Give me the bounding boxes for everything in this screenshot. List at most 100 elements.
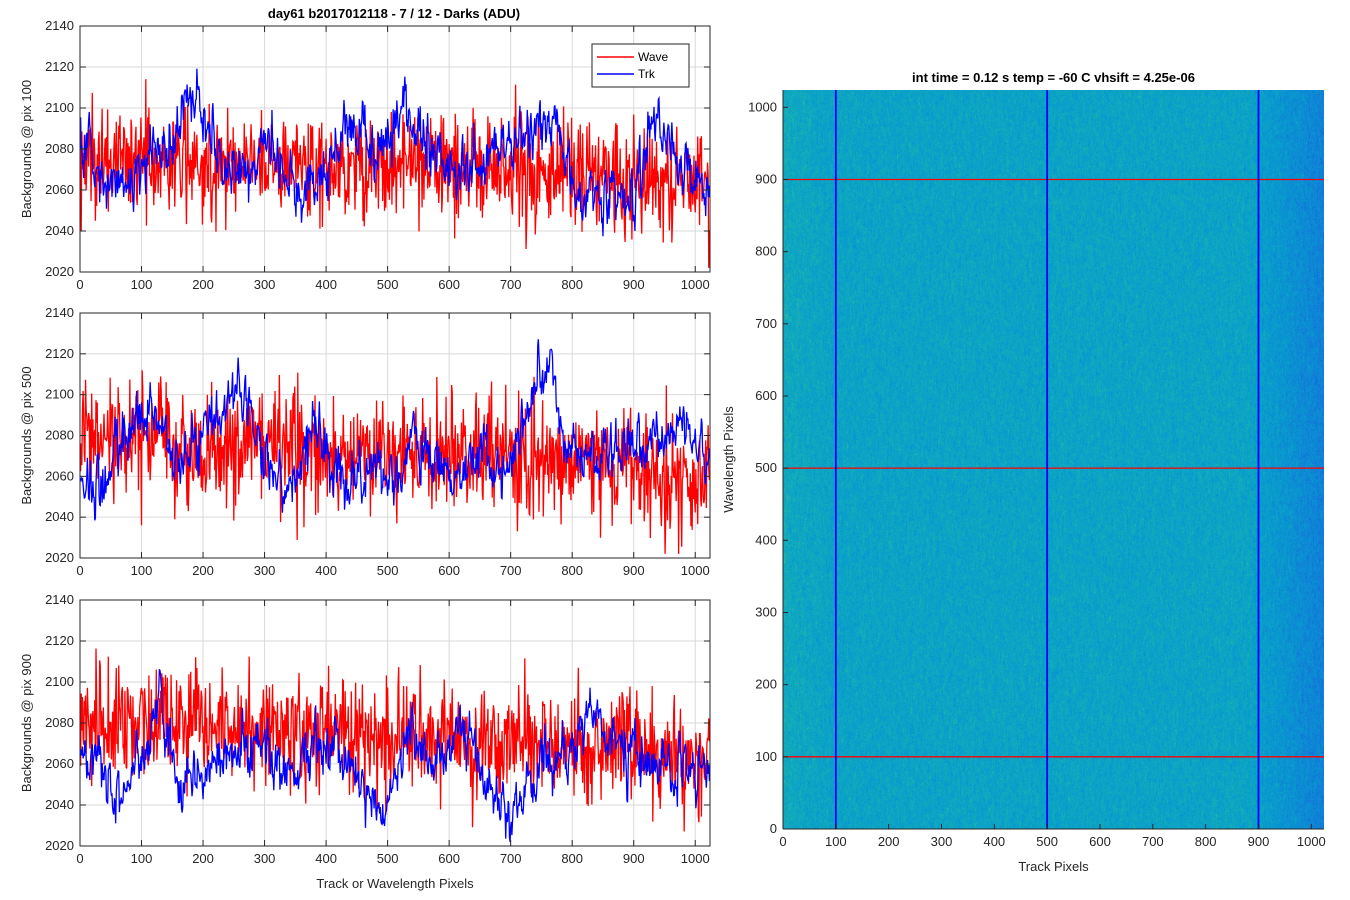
x-tick-label: 600 (1089, 834, 1111, 849)
y-tick-label: 2080 (45, 715, 74, 730)
y-tick-label: 100 (755, 749, 777, 764)
x-tick-label: 200 (192, 851, 214, 866)
x-axis-label: Track or Wavelength Pixels (316, 876, 474, 891)
x-axis-label: Track Pixels (1018, 859, 1089, 874)
y-tick-label: 300 (755, 604, 777, 619)
x-tick-label: 800 (561, 277, 583, 292)
ticks: 0 100 200 300 400 500 600 700 800 900 1000 2020 2040… (45, 18, 710, 292)
y-tick-label: 200 (755, 677, 777, 692)
y-tick-label: 2120 (45, 346, 74, 361)
heatmap-canvas (783, 90, 1324, 829)
y-tick-label: 2080 (45, 141, 74, 156)
y-tick-label: 2060 (45, 468, 74, 483)
x-tick-label: 400 (315, 277, 337, 292)
ticks: 0 100 200 300 400 500 600 700 800 900 1000 0 100 200 3… (748, 99, 1326, 849)
x-tick-label: 400 (983, 834, 1005, 849)
legend-label-trk: Trk (638, 67, 656, 81)
y-tick-label: 1000 (748, 99, 777, 114)
y-axis-label: Wavelength Pixels (721, 406, 736, 513)
y-axis-label: Backgrounds @ pix 500 (19, 366, 34, 504)
y-tick-label: 2020 (45, 838, 74, 853)
y-tick-label: 700 (755, 316, 777, 331)
y-tick-label: 2040 (45, 223, 74, 238)
x-tick-label: 600 (438, 277, 460, 292)
x-tick-label: 400 (315, 851, 337, 866)
x-tick-label: 800 (1195, 834, 1217, 849)
x-tick-label: 500 (1036, 834, 1058, 849)
y-tick-label: 2140 (45, 305, 74, 320)
y-tick-label: 2080 (45, 428, 74, 443)
series-line-wave (80, 79, 710, 268)
x-tick-label: 300 (254, 277, 276, 292)
y-tick-label: 2100 (45, 100, 74, 115)
x-tick-label: 900 (623, 851, 645, 866)
line-plot-pix-500: 0 100 200 300 400 500 600 700 800 900 1000 2020 2040… (19, 305, 711, 578)
y-tick-label: 0 (770, 821, 777, 836)
series-line-trk (80, 668, 710, 842)
legend-box (591, 43, 690, 88)
y-tick-label: 600 (755, 388, 777, 403)
x-tick-label: 200 (192, 563, 214, 578)
y-tick-label: 2060 (45, 756, 74, 771)
x-tick-label: 500 (377, 851, 399, 866)
x-tick-label: 1000 (681, 563, 710, 578)
x-tick-label: 700 (500, 851, 522, 866)
ticks: 0 100 200 300 400 500 600 700 800 900 1000 2020 2040… (45, 592, 710, 866)
x-tick-label: 200 (192, 277, 214, 292)
y-tick-label: 2020 (45, 550, 74, 565)
x-tick-label: 0 (76, 851, 83, 866)
marker-lines (783, 90, 1324, 829)
y-tick-label: 900 (755, 171, 777, 186)
x-tick-label: 300 (254, 851, 276, 866)
x-tick-label: 100 (131, 851, 153, 866)
y-tick-label: 2140 (45, 592, 74, 607)
series-line-trk (80, 68, 710, 237)
y-tick-label: 2040 (45, 797, 74, 812)
x-tick-label: 0 (76, 563, 83, 578)
x-tick-label: 800 (561, 851, 583, 866)
x-tick-label: 900 (1248, 834, 1270, 849)
y-tick-label: 2100 (45, 387, 74, 402)
x-tick-label: 400 (315, 563, 337, 578)
x-tick-label: 100 (131, 563, 153, 578)
x-tick-label: 600 (438, 563, 460, 578)
x-tick-label: 500 (377, 277, 399, 292)
y-tick-label: 2020 (45, 264, 74, 279)
series-line-trk (80, 339, 710, 521)
y-tick-label: 2120 (45, 59, 74, 74)
line-plot-pix-900: 0 100 200 300 400 500 600 700 800 900 1000 2020 2040… (19, 592, 711, 891)
series-line-wave (80, 370, 710, 554)
x-tick-label: 700 (500, 563, 522, 578)
x-tick-label: 100 (825, 834, 847, 849)
y-tick-label: 2120 (45, 633, 74, 648)
x-tick-label: 0 (779, 834, 786, 849)
x-tick-label: 1000 (1297, 834, 1326, 849)
y-tick-label: 2040 (45, 509, 74, 524)
x-tick-label: 900 (623, 277, 645, 292)
y-tick-label: 500 (755, 460, 777, 475)
y-tick-label: 2140 (45, 18, 74, 33)
x-tick-label: 100 (131, 277, 153, 292)
ticks: 0 100 200 300 400 500 600 700 800 900 1000 2020 2040… (45, 305, 710, 578)
legend-label-wave: Wave (638, 50, 669, 64)
y-tick-label: 800 (755, 244, 777, 259)
figure-title: day61 b2017012118 - 7 / 12 - Darks (ADU) (268, 6, 520, 21)
x-tick-label: 0 (76, 277, 83, 292)
x-tick-label: 1000 (681, 851, 710, 866)
x-tick-label: 1000 (681, 277, 710, 292)
x-tick-label: 500 (377, 563, 399, 578)
x-tick-label: 300 (254, 563, 276, 578)
y-tick-label: 2060 (45, 182, 74, 197)
legend: Wave Trk (591, 43, 690, 88)
x-tick-label: 200 (878, 834, 900, 849)
x-tick-label: 700 (1142, 834, 1164, 849)
line-plot-pix-100: 0 100 200 300 400 500 600 700 800 900 1000 2020 2040… (19, 18, 711, 292)
y-tick-label: 400 (755, 532, 777, 547)
heatmap-title: int time = 0.12 s temp = -60 C vhsift = … (912, 70, 1195, 85)
x-tick-label: 900 (623, 563, 645, 578)
heatmap-image (783, 90, 1324, 829)
y-tick-label: 2100 (45, 674, 74, 689)
x-tick-label: 600 (438, 851, 460, 866)
x-tick-label: 700 (500, 277, 522, 292)
